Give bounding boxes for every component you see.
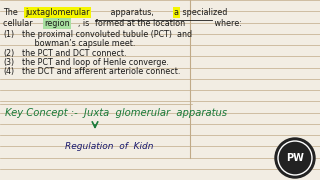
Text: the proximal convoluted tubule (PCT)  and: the proximal convoluted tubule (PCT) and	[22, 30, 192, 39]
Text: a: a	[174, 8, 179, 17]
Text: specialized: specialized	[180, 8, 228, 17]
Text: (2): (2)	[3, 49, 14, 58]
Text: (4): (4)	[3, 67, 14, 76]
Text: PW: PW	[286, 153, 304, 163]
Text: bowman’s capsule meet.: bowman’s capsule meet.	[22, 39, 135, 48]
Text: region: region	[44, 19, 70, 28]
Text: formed at the location: formed at the location	[95, 19, 185, 28]
Text: Key Concept :-  Juxta  glomerular  apparatus: Key Concept :- Juxta glomerular apparatu…	[5, 108, 227, 118]
Text: (3): (3)	[3, 58, 14, 67]
Circle shape	[275, 138, 315, 178]
Text: juxtaglomerular: juxtaglomerular	[25, 8, 90, 17]
Text: The: The	[3, 8, 20, 17]
Text: the PCT and DCT connect.: the PCT and DCT connect.	[22, 49, 126, 58]
Text: (1): (1)	[3, 30, 14, 39]
Text: the PCT and loop of Henle converge.: the PCT and loop of Henle converge.	[22, 58, 169, 67]
Text: Regulation  of  Kidn: Regulation of Kidn	[65, 142, 154, 151]
Text: where:: where:	[212, 19, 241, 28]
Text: apparatus,: apparatus,	[108, 8, 159, 17]
Text: , is: , is	[77, 19, 91, 28]
Text: cellular: cellular	[3, 19, 35, 28]
Text: the DCT and afferent arteriole connect.: the DCT and afferent arteriole connect.	[22, 67, 180, 76]
